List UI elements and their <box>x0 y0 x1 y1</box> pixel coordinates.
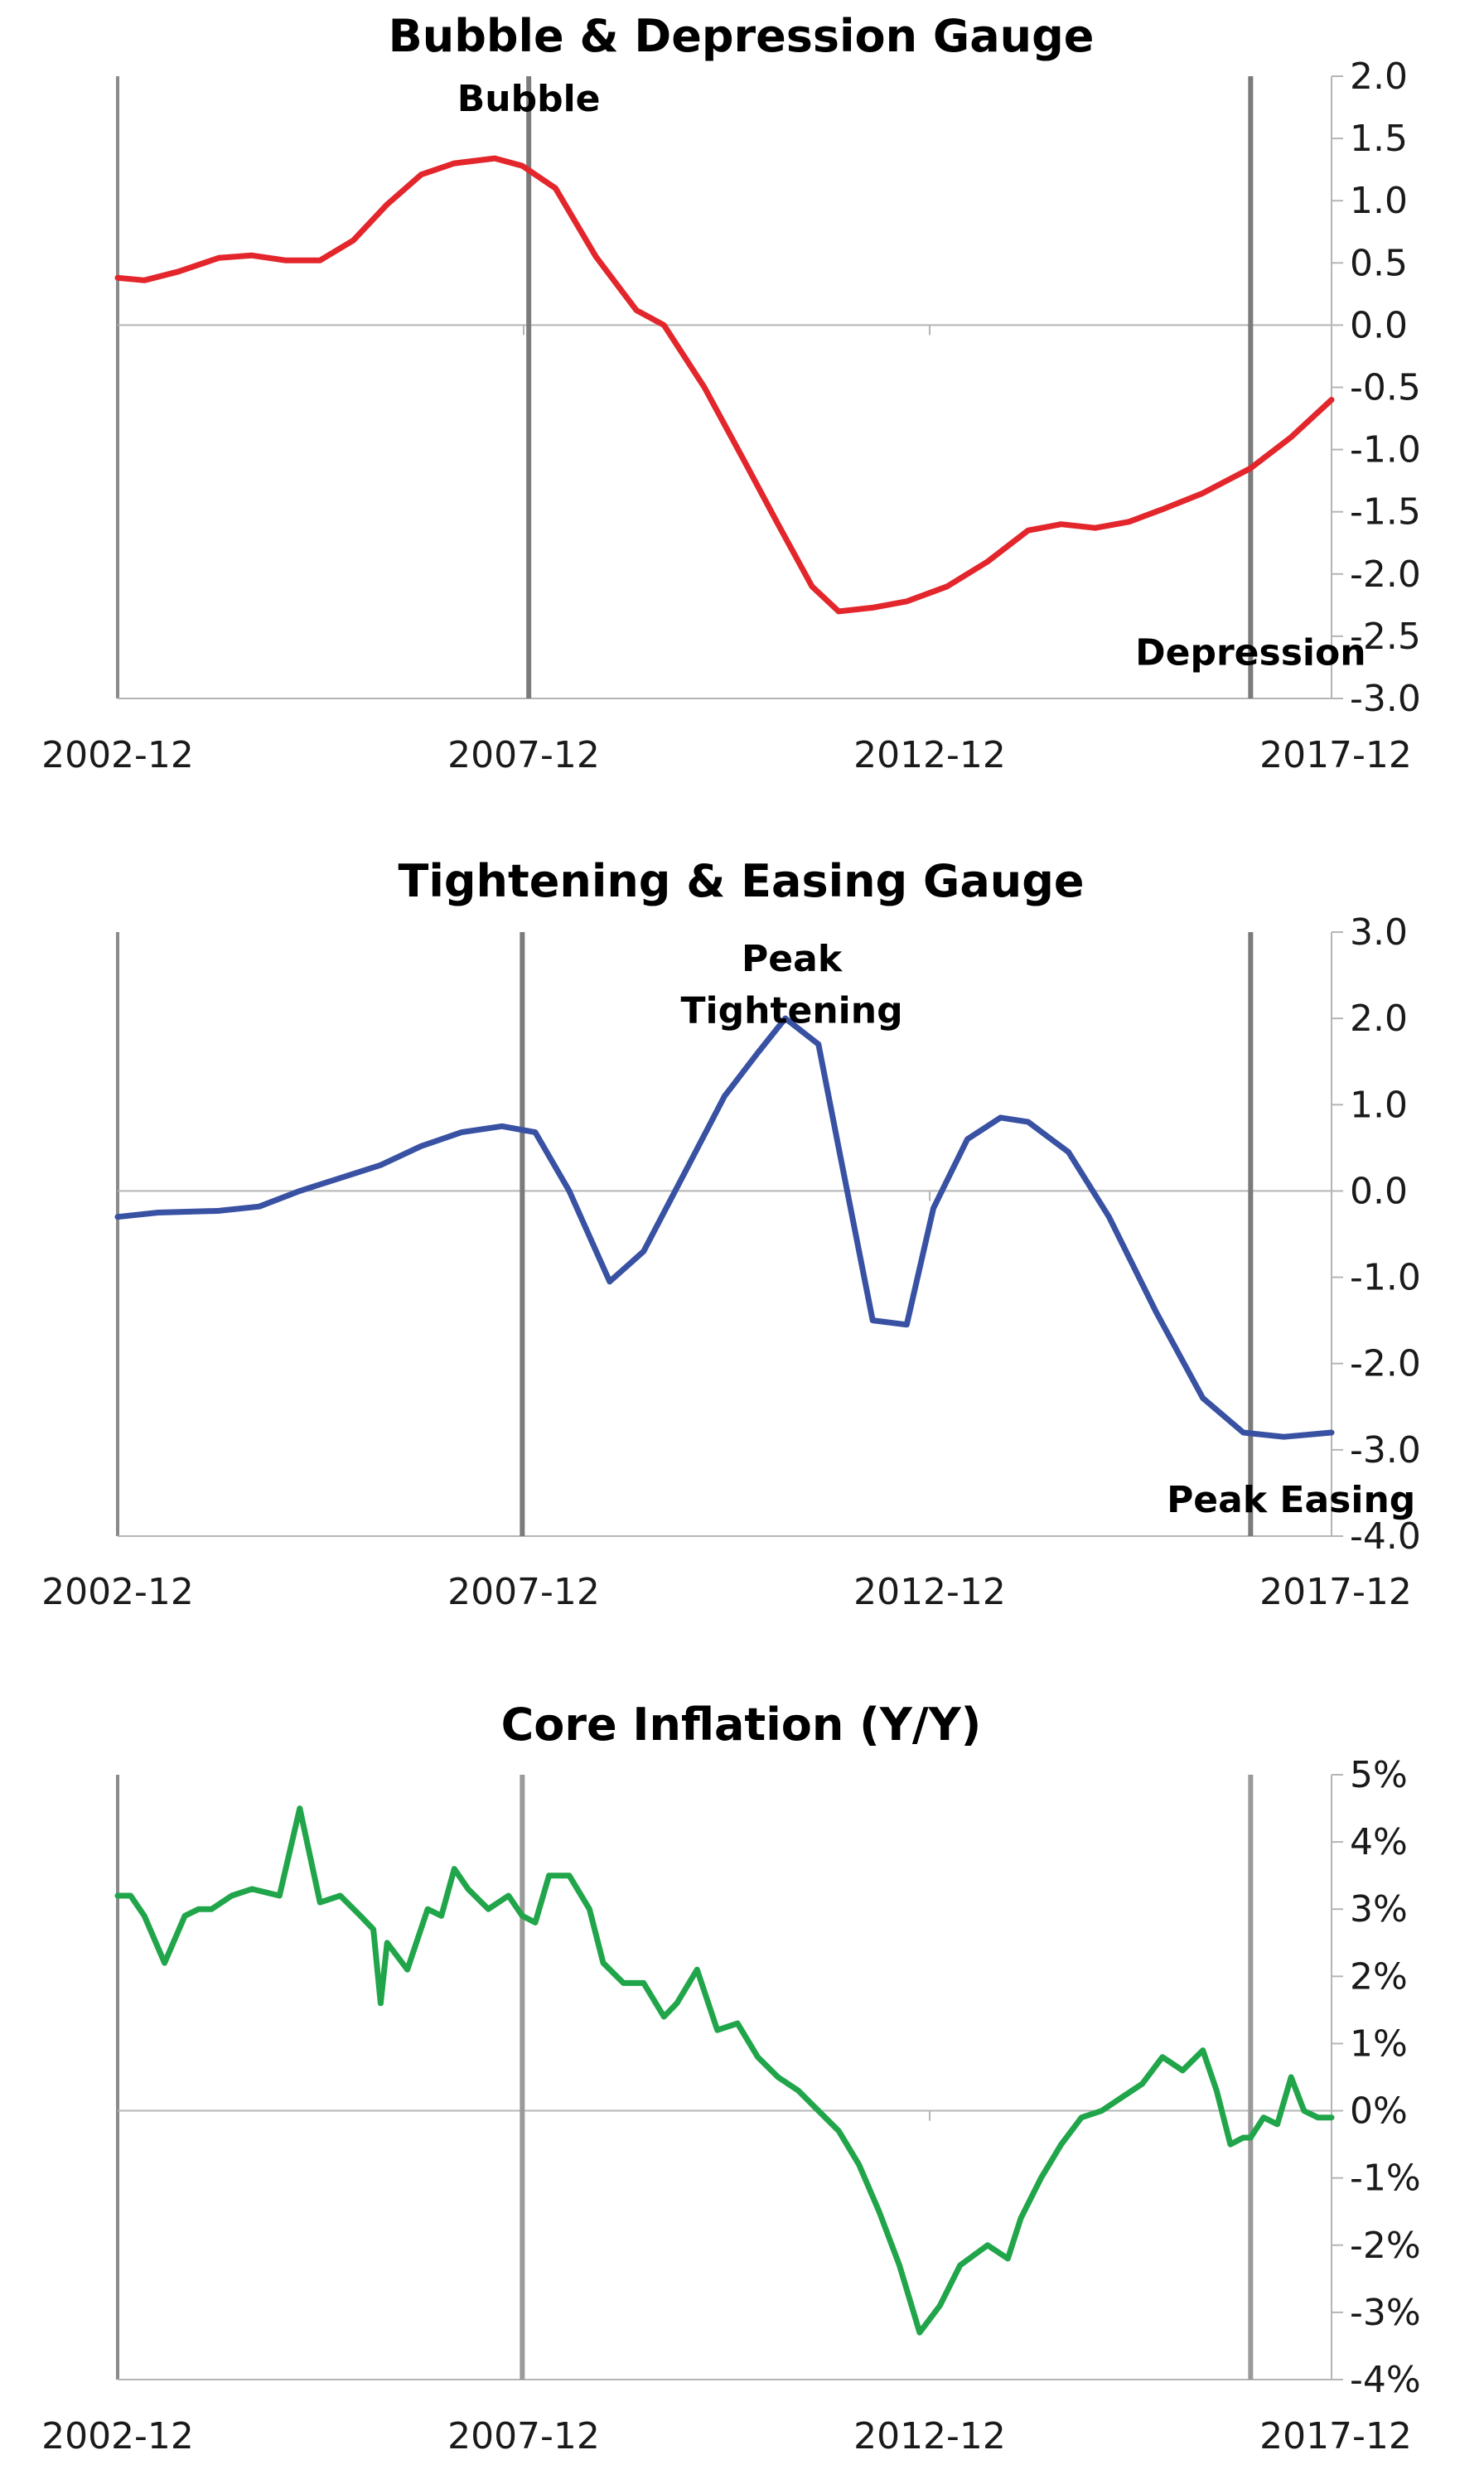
annotation-label: Tightening <box>681 989 903 1032</box>
y-tick-label: -0.5 <box>1350 367 1421 409</box>
y-tick-label: -4% <box>1350 2359 1421 2401</box>
series-line <box>114 155 1335 615</box>
y-tick-label: -1.5 <box>1350 491 1421 534</box>
series-line <box>114 1015 1335 1440</box>
y-tick-label: 0.0 <box>1350 304 1408 346</box>
y-tick-label: -2.0 <box>1350 553 1421 596</box>
y-tick-label: 2.0 <box>1350 998 1408 1040</box>
y-tick-label: -3% <box>1350 2292 1421 2334</box>
annotation-label: Bubble <box>457 78 601 120</box>
y-tick-label: 5% <box>1350 1754 1408 1796</box>
chart-title: Bubble & Depression Gauge <box>389 10 1095 62</box>
series-line <box>114 1805 1335 2336</box>
y-tick-label: 1% <box>1350 2022 1408 2065</box>
chart-3: Core Inflation (Y/Y) 5% 4% 3% 2% 1% 0% -1% -2% -3… <box>41 1699 1421 2457</box>
annotation-label: Peak Easing <box>1167 1479 1415 1521</box>
x-tick-label: 2007-12 <box>447 734 600 776</box>
y-tick-label: 2% <box>1350 1955 1408 1998</box>
y-tick-label: 3.0 <box>1350 911 1408 954</box>
y-tick-label: 0% <box>1350 2090 1408 2133</box>
chart-title: Tightening & Easing Gauge <box>399 855 1085 907</box>
y-tick-label: 3% <box>1350 1888 1408 1931</box>
y-tick-label: -2.0 <box>1350 1343 1421 1385</box>
y-tick-label: -4.0 <box>1350 1515 1421 1558</box>
y-tick-label: -2% <box>1350 2225 1421 2267</box>
annotation-label: Peak <box>742 938 844 980</box>
y-tick-label: -1% <box>1350 2158 1421 2200</box>
y-tick-label: -1.0 <box>1350 1257 1421 1299</box>
y-tick-label: -2.5 <box>1350 616 1421 658</box>
y-tick-label: 0.5 <box>1350 242 1408 284</box>
chart-1: Bubble & Depression Gauge 2.0 1.5 1.0 0.5 0.0… <box>41 10 1421 776</box>
x-tick-label: 2017-12 <box>1259 2415 1412 2457</box>
x-tick-label: 2012-12 <box>853 2415 1006 2457</box>
x-tick-label: 2007-12 <box>447 2415 600 2457</box>
y-tick-label: -3.0 <box>1350 1429 1421 1471</box>
y-tick-label: 2.0 <box>1350 56 1408 98</box>
x-tick-label: 2007-12 <box>447 1571 600 1613</box>
y-tick-label: -3.0 <box>1350 678 1421 720</box>
y-tick-label: 1.0 <box>1350 180 1408 222</box>
chart-title: Core Inflation (Y/Y) <box>501 1699 982 1751</box>
x-tick-label: 2002-12 <box>41 734 194 776</box>
annotation-label: Depression <box>1135 631 1366 674</box>
x-tick-label: 2012-12 <box>853 734 1006 776</box>
x-tick-label: 2017-12 <box>1259 734 1412 776</box>
x-tick-label: 2002-12 <box>41 2415 194 2457</box>
y-tick-label: 4% <box>1350 1821 1408 1863</box>
x-tick-label: 2002-12 <box>41 1571 194 1613</box>
y-tick-label: 0.0 <box>1350 1170 1408 1212</box>
y-tick-label: -1.0 <box>1350 429 1421 471</box>
y-tick-label: 1.0 <box>1350 1084 1408 1126</box>
x-tick-label: 2012-12 <box>853 1571 1006 1613</box>
x-tick-label: 2017-12 <box>1259 1571 1412 1613</box>
chart-2: Tightening & Easing Gauge 3.0 2.0 1.0 0.0 -1.… <box>41 855 1421 1613</box>
y-tick-label: 1.5 <box>1350 118 1408 160</box>
